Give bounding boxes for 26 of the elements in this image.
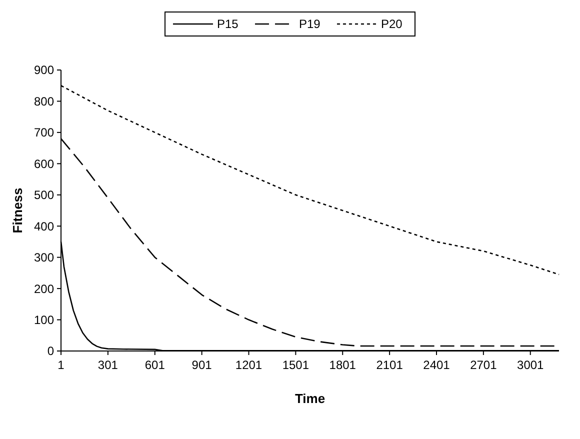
x-tick-label: 1501	[282, 358, 310, 372]
y-tick-label: 300	[34, 250, 54, 265]
y-tick-label: 900	[34, 63, 54, 78]
x-tick-label: 901	[192, 358, 212, 372]
x-tick-label: 301	[98, 358, 118, 372]
legend-label: P20	[381, 17, 403, 32]
y-tick-label: 700	[34, 126, 54, 140]
x-tick-label: 1201	[235, 358, 262, 372]
x-axis-title: Time	[294, 391, 326, 406]
x-tick-label: 2701	[470, 358, 498, 372]
y-tick-label: 100	[34, 312, 54, 327]
x-tick-label: 2101	[376, 358, 404, 372]
x-tick-label: 1	[58, 358, 65, 372]
legend-label: P15	[217, 17, 239, 32]
y-tick-label: 400	[34, 219, 54, 234]
x-tick-label: 2401	[423, 358, 450, 372]
x-tick-label: 601	[144, 358, 166, 372]
x-tick-label: 1801	[329, 358, 356, 372]
y-tick-label: 500	[34, 188, 54, 202]
y-axis-title: Fitness	[10, 188, 25, 234]
y-tick-label: 600	[34, 156, 54, 171]
y-tick-label: 800	[34, 94, 54, 108]
x-tick-label: 3001	[517, 358, 544, 372]
legend-label: P19	[299, 17, 321, 32]
y-tick-label: 200	[34, 282, 54, 296]
y-tick-label: 0	[47, 344, 54, 358]
